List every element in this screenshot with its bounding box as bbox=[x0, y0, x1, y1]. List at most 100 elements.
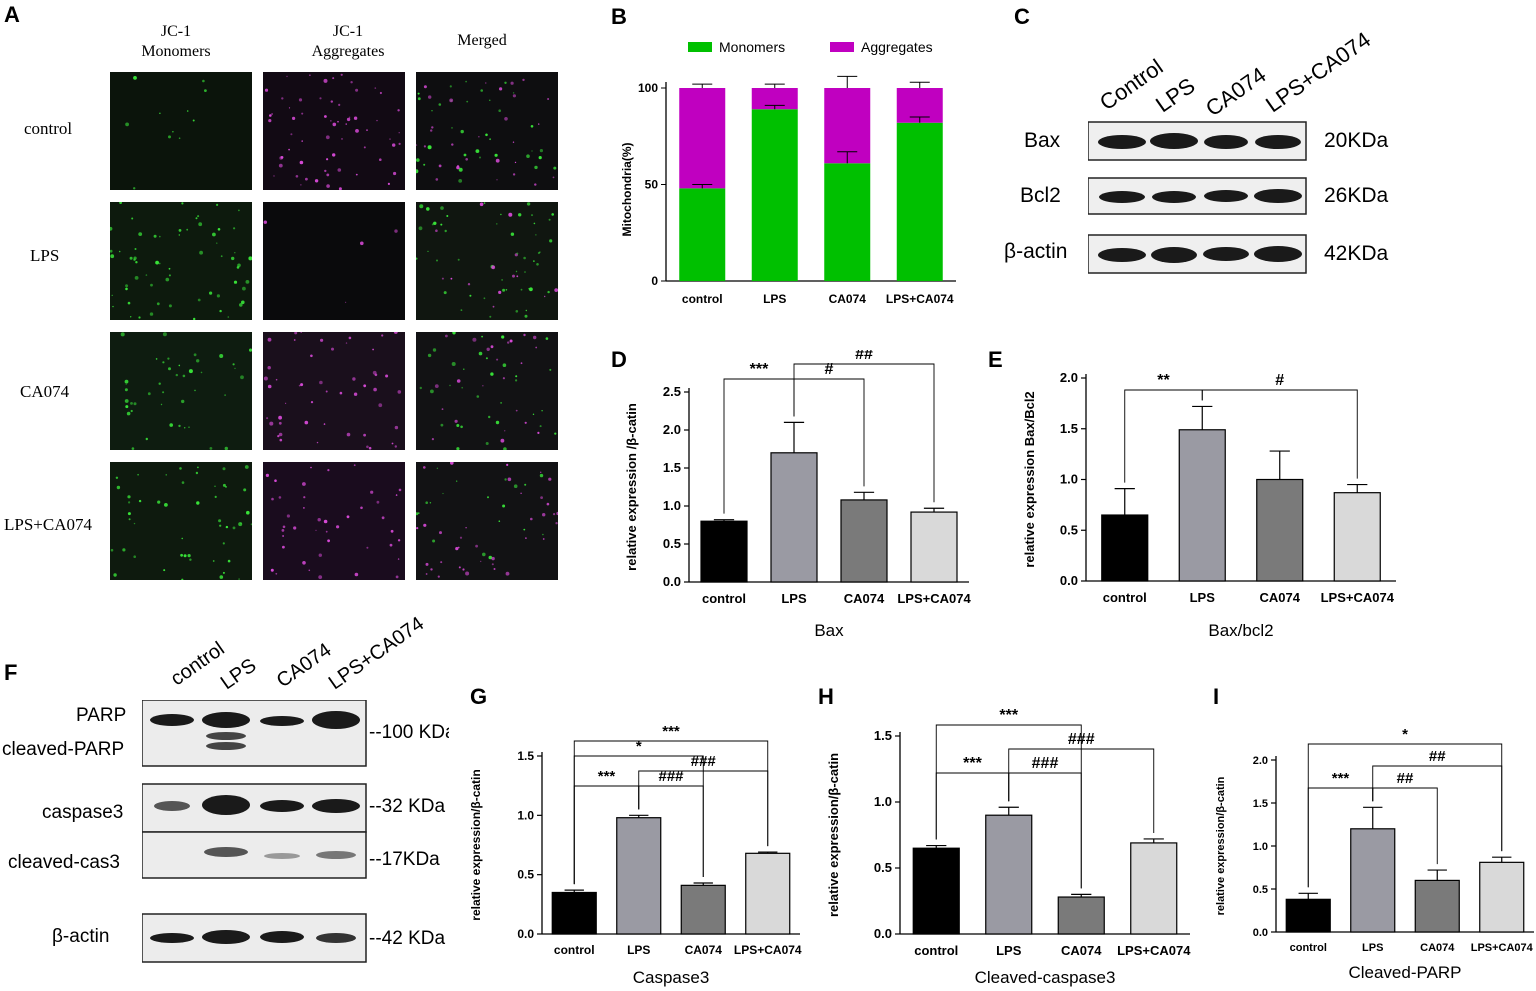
blot-c-kda-bax: 20KDa bbox=[1324, 129, 1389, 152]
micro-dot bbox=[419, 204, 424, 209]
micro-dot bbox=[274, 479, 277, 482]
significance-bracket bbox=[793, 363, 935, 503]
bar-monomers-control bbox=[679, 188, 726, 281]
micro-dot bbox=[346, 117, 351, 122]
micro-dot bbox=[164, 503, 168, 507]
significance-label: * bbox=[1402, 726, 1408, 743]
micro-dot bbox=[159, 235, 161, 238]
micro-dot bbox=[219, 354, 224, 358]
micro-dot bbox=[292, 116, 296, 120]
legend-label-monomers: Monomers bbox=[719, 39, 785, 55]
micro-tile-ca074-merged bbox=[416, 331, 558, 451]
micro-dot bbox=[515, 270, 518, 273]
micro-dot bbox=[157, 500, 161, 504]
micro-dot bbox=[293, 339, 296, 341]
bar-aggregates-LPS bbox=[751, 88, 798, 110]
micro-dot bbox=[465, 527, 467, 529]
micro-dot bbox=[530, 517, 533, 521]
micro-dot bbox=[341, 138, 343, 140]
micro-dot bbox=[239, 303, 243, 307]
micro-dot bbox=[467, 283, 471, 286]
significance-label: ## bbox=[1397, 770, 1414, 787]
micro-dot bbox=[332, 153, 336, 157]
bar-control bbox=[1285, 898, 1331, 933]
micro-dot bbox=[318, 553, 322, 557]
micro-dot bbox=[451, 362, 456, 366]
micro-dot bbox=[227, 559, 231, 563]
micro-dot bbox=[398, 142, 401, 145]
y-tick-label: 1.0 bbox=[663, 498, 681, 513]
micro-dot bbox=[304, 420, 309, 425]
micro-dot bbox=[513, 484, 518, 488]
micro-dot bbox=[419, 386, 422, 390]
micro-dot bbox=[438, 164, 442, 168]
micro-dot bbox=[547, 290, 550, 294]
micro-dot bbox=[547, 98, 550, 100]
micro-dot bbox=[482, 385, 484, 387]
micro-dot bbox=[325, 390, 328, 393]
micro-dot bbox=[491, 556, 495, 561]
micro-dot bbox=[227, 316, 230, 318]
bar-CA074 bbox=[1057, 896, 1105, 935]
micro-dot bbox=[465, 571, 470, 576]
micro-dot bbox=[298, 384, 301, 387]
micro-dot bbox=[126, 411, 131, 416]
blot-f-row-cleaved-parp: cleaved-PARP bbox=[2, 739, 125, 760]
micro-dot bbox=[425, 573, 428, 575]
micro-dot bbox=[457, 546, 460, 549]
micro-dot bbox=[501, 335, 505, 339]
micro-dot bbox=[514, 161, 517, 164]
micro-dot bbox=[554, 432, 557, 435]
micro-dot bbox=[181, 578, 184, 581]
micro-dot bbox=[300, 184, 302, 186]
micro-dot bbox=[198, 222, 203, 227]
micro-dot bbox=[348, 116, 351, 118]
x-tick-label: LPS+CA074 bbox=[1471, 942, 1534, 954]
micro-dot bbox=[505, 289, 508, 291]
significance-label: *** bbox=[750, 361, 769, 378]
micro-dot bbox=[269, 421, 274, 426]
micro-dot bbox=[504, 430, 506, 432]
micro-dot bbox=[430, 129, 433, 132]
micro-dot bbox=[202, 79, 205, 83]
micro-dot bbox=[472, 337, 477, 342]
y-tick-label: 0.5 bbox=[517, 868, 534, 882]
micro-dot bbox=[314, 179, 319, 183]
significance-label: * bbox=[636, 738, 642, 755]
micro-dot bbox=[224, 446, 228, 451]
micro-dot bbox=[153, 234, 157, 238]
micro-dot bbox=[125, 405, 129, 409]
micro-dot bbox=[346, 515, 350, 519]
micro-dot bbox=[125, 383, 127, 385]
micro-dot bbox=[366, 445, 369, 449]
micro-tile-lps-aggregates bbox=[263, 202, 405, 320]
micro-dot bbox=[498, 109, 501, 112]
micro-dot bbox=[323, 423, 326, 425]
micro-dot bbox=[475, 544, 478, 548]
micro-dot bbox=[440, 423, 444, 427]
micro-dot bbox=[430, 568, 433, 571]
micro-dot bbox=[109, 249, 113, 253]
micro-dot bbox=[507, 477, 512, 482]
micro-dot bbox=[224, 394, 226, 396]
micro-dot bbox=[456, 379, 461, 383]
micro-dot bbox=[264, 88, 269, 92]
x-tick-label: control bbox=[554, 943, 595, 957]
micro-dot bbox=[138, 499, 142, 503]
micro-dot bbox=[545, 337, 549, 340]
micro-dot bbox=[523, 528, 526, 531]
micro-dot bbox=[510, 81, 514, 85]
micro-dot bbox=[500, 438, 505, 443]
micro-dot bbox=[416, 158, 420, 162]
micro-dot bbox=[130, 402, 133, 405]
legend-swatch-monomers bbox=[688, 42, 712, 52]
micro-dot bbox=[288, 107, 291, 109]
micro-dot bbox=[168, 367, 171, 371]
column-label-aggregates: JC-1 Aggregates bbox=[276, 22, 420, 62]
bar-CA074 bbox=[1256, 478, 1304, 582]
micro-dot bbox=[491, 265, 496, 270]
micro-dot bbox=[486, 347, 490, 351]
micro-dot bbox=[426, 207, 430, 211]
micro-dot bbox=[285, 402, 287, 404]
micro-dot bbox=[490, 345, 494, 349]
